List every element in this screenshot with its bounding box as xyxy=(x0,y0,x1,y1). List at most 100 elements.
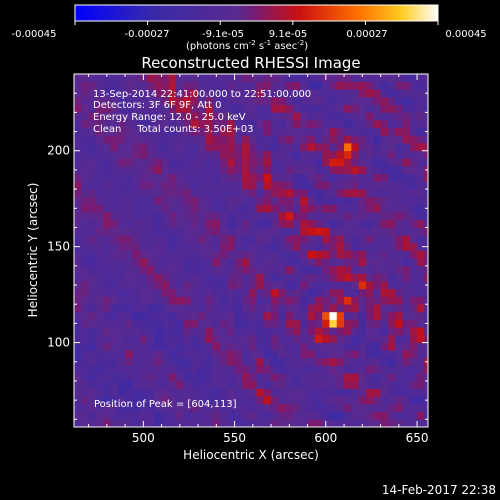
heatmap-cell xyxy=(300,388,308,397)
heatmap-cell xyxy=(117,311,126,320)
heatmap-cell xyxy=(74,380,82,389)
heatmap-cell xyxy=(227,219,235,228)
heatmap-cell xyxy=(212,350,221,359)
heatmap-cell xyxy=(365,365,374,374)
heatmap-cell xyxy=(88,97,97,105)
heatmap-cell xyxy=(344,196,352,205)
heatmap-cell xyxy=(74,196,82,205)
heatmap-cell xyxy=(256,150,265,159)
heatmap-cell xyxy=(95,227,104,236)
heatmap-cell xyxy=(205,373,213,382)
heatmap-cell xyxy=(176,189,184,198)
heatmap-cell xyxy=(183,396,192,405)
heatmap-cell xyxy=(278,365,286,374)
heatmap-cell xyxy=(234,104,243,113)
heatmap-cell xyxy=(344,350,352,359)
heatmap-cell xyxy=(110,112,119,121)
heatmap-cell xyxy=(183,143,192,152)
heatmap-cell xyxy=(329,212,338,221)
heatmap-cell xyxy=(81,350,89,359)
heatmap-cell xyxy=(424,304,428,313)
heatmap-cell xyxy=(219,311,228,320)
heatmap-cell xyxy=(373,342,381,351)
heatmap-cell xyxy=(183,235,192,244)
heatmap-cell xyxy=(125,97,133,105)
heatmap-cell xyxy=(198,150,206,159)
heatmap-cell xyxy=(212,127,221,136)
heatmap-cell xyxy=(132,350,140,359)
heatmap-cell xyxy=(358,150,367,159)
heatmap-cell xyxy=(249,311,257,320)
heatmap-cell xyxy=(154,365,162,374)
heatmap-cell xyxy=(249,334,257,343)
heatmap-cell xyxy=(154,112,162,121)
heatmap-cell xyxy=(278,311,286,320)
heatmap-cell xyxy=(365,189,374,198)
heatmap-cell xyxy=(234,227,243,236)
heatmap-cell xyxy=(424,265,428,274)
heatmap-cell xyxy=(387,281,396,290)
heatmap-cell xyxy=(132,319,140,328)
heatmap-cell xyxy=(74,265,82,274)
heatmap-cell xyxy=(402,419,411,427)
heatmap-cell xyxy=(285,281,294,290)
heatmap-cell xyxy=(132,158,140,167)
heatmap-cell xyxy=(168,288,177,297)
heatmap-cell xyxy=(88,104,97,113)
heatmap-cell xyxy=(110,342,119,351)
heatmap-cell xyxy=(74,365,82,374)
heatmap-cell xyxy=(139,342,148,351)
heatmap-cell xyxy=(322,373,330,382)
heatmap-cell xyxy=(373,97,381,105)
heatmap-cell xyxy=(139,411,148,420)
heatmap-cell xyxy=(307,250,316,259)
heatmap-cell xyxy=(409,357,418,366)
heatmap-cell xyxy=(139,143,148,152)
heatmap-cell xyxy=(417,296,425,305)
heatmap-cell xyxy=(365,81,374,90)
heatmap-cell xyxy=(168,97,177,105)
heatmap-cell xyxy=(190,97,199,105)
heatmap-cell xyxy=(154,304,162,313)
heatmap-cell xyxy=(322,181,330,190)
heatmap-cell xyxy=(351,227,359,236)
heatmap-cell xyxy=(74,411,82,420)
heatmap-cell xyxy=(249,227,257,236)
heatmap-cell xyxy=(417,181,425,190)
heatmap-cell xyxy=(139,158,148,167)
heatmap-cell xyxy=(103,158,111,167)
heatmap-cell xyxy=(168,273,177,282)
heatmap-cell xyxy=(103,235,111,244)
heatmap-cell xyxy=(117,296,126,305)
heatmap-cell xyxy=(205,419,213,427)
heatmap-cell xyxy=(256,342,265,351)
heatmap-cell xyxy=(146,212,155,221)
heatmap-cell xyxy=(336,181,345,190)
heatmap-cell xyxy=(176,81,184,90)
heatmap-cell xyxy=(234,403,243,412)
heatmap-cell xyxy=(110,319,119,328)
heatmap-cell xyxy=(88,350,97,359)
heatmap-cell xyxy=(241,89,250,98)
heatmap-cell xyxy=(409,158,418,167)
timestamp: 14-Feb-2017 22:38 xyxy=(382,483,496,497)
heatmap-cell xyxy=(380,403,389,412)
heatmap-cell xyxy=(146,166,155,175)
heatmap-cell xyxy=(387,411,396,420)
heatmap-cell xyxy=(329,288,338,297)
heatmap-cell xyxy=(212,204,221,213)
heatmap-cell xyxy=(373,304,381,313)
heatmap-cell xyxy=(256,81,265,90)
heatmap-cell xyxy=(409,396,418,405)
heatmap-cell xyxy=(249,127,257,136)
heatmap-cell xyxy=(146,135,155,144)
heatmap-cell xyxy=(88,373,97,382)
heatmap-cell xyxy=(322,319,330,328)
heatmap-cell xyxy=(271,189,279,198)
heatmap-cell xyxy=(117,304,126,313)
heatmap-cell xyxy=(336,104,345,113)
heatmap-cell xyxy=(300,273,308,282)
heatmap-cell xyxy=(95,181,104,190)
heatmap-cell xyxy=(329,181,338,190)
heatmap-cell xyxy=(373,166,381,175)
